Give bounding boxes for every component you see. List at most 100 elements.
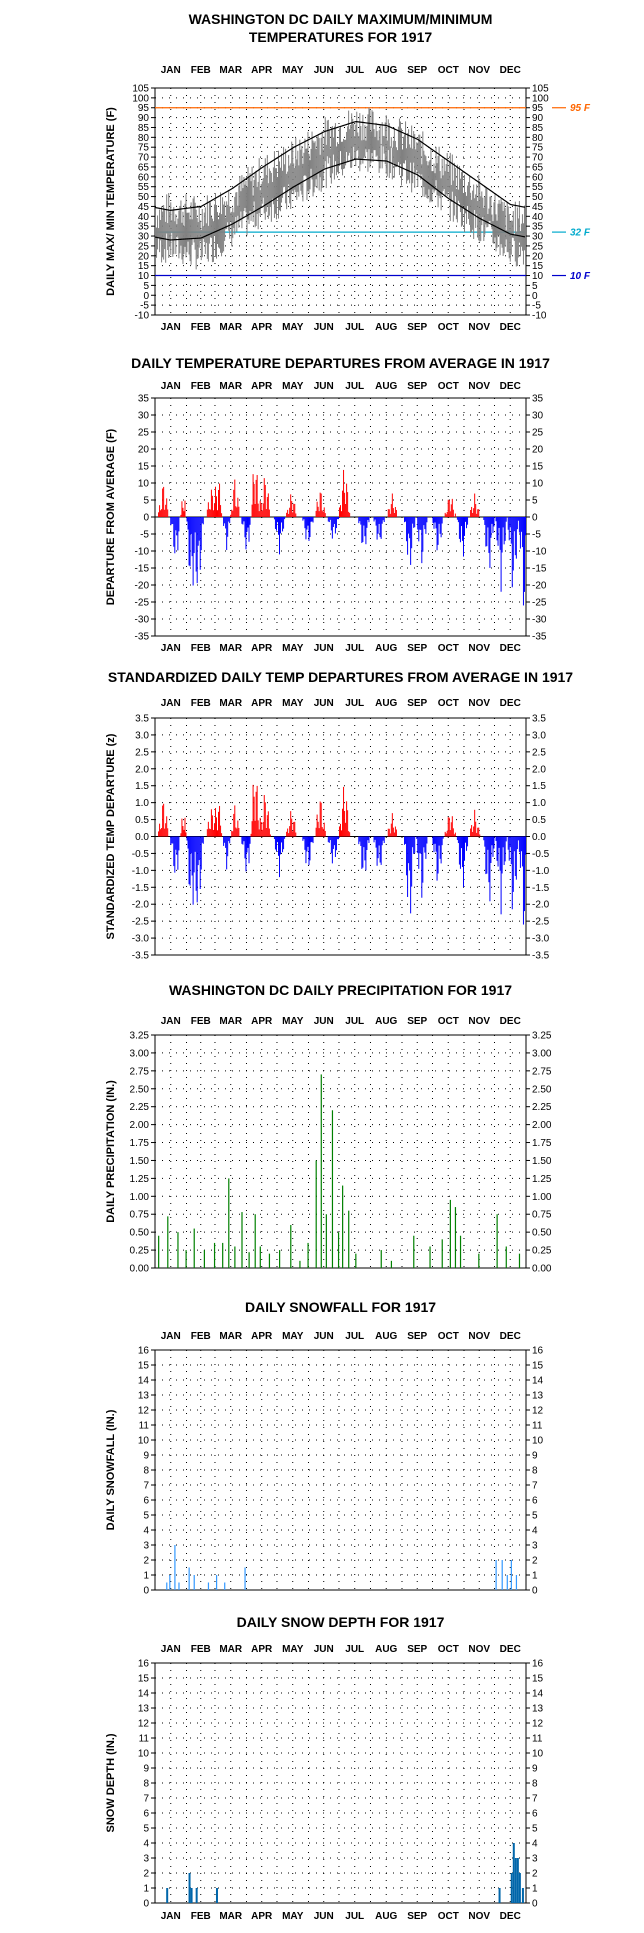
chart-title: TEMPERATURES FOR 1917 [249,29,433,45]
month-label-bottom: APR [251,322,273,333]
month-label-top: APR [251,381,273,392]
y-tick-label-left: 12 [138,1406,150,1417]
month-label-top: MAR [219,65,243,76]
y-tick-label-left: 30 [138,232,150,243]
y-tick-label-right: -35 [532,632,547,643]
y-tick-label-left: 14 [138,1376,150,1387]
y-tick-label-right: 0 [532,1899,538,1910]
y-tick-label-left: 1 [143,1884,149,1895]
month-label-top: FEB [191,1644,211,1655]
month-label-top: FEB [191,1331,211,1342]
month-label-top: SEP [407,65,427,76]
precip-bar [337,1232,340,1268]
y-tick-label-right: 2.00 [532,1120,552,1131]
month-label-top: MAY [282,381,304,392]
y-tick-label-left: 80 [138,133,150,144]
y-tick-label-right: 1 [532,1884,538,1895]
y-tick-label-right: 10 [532,271,544,282]
y-tick-label-right: 60 [532,172,544,183]
y-axis-label: SNOW DEPTH (IN.) [105,1733,117,1832]
y-tick-label-right: 10 [532,1749,544,1760]
y-tick-label-right: -25 [532,598,547,609]
precip-bar [325,1214,327,1268]
month-label-top: SEP [407,698,427,709]
y-tick-label-right: 5 [532,1511,538,1522]
plot-marks [166,1545,518,1590]
precip-bar [158,1235,160,1268]
snowfall-bar [501,1560,503,1590]
y-tick-label-right: 15 [532,462,544,473]
chart-title: WASHINGTON DC DAILY MAXIMUM/MINIMUM [189,11,493,27]
y-tick-label-right: 1.0 [532,798,546,809]
precip-bar [228,1178,230,1268]
month-label-bottom: APR [251,1911,273,1922]
precip-bar [449,1199,451,1268]
month-label-bottom: NOV [468,1911,490,1922]
month-label-top: SEP [407,1016,427,1027]
y-tick-label-left: 2.0 [135,764,149,775]
y-tick-label-left: 16 [138,1659,150,1670]
month-label-top: JAN [161,698,181,709]
y-tick-label-right: 35 [532,394,544,405]
chart-1: WASHINGTON DC DAILY MAXIMUM/MINIMUM TEMPE… [105,11,591,333]
snow-depth-bar [518,1873,521,1903]
month-label-bottom: JAN [161,643,181,654]
y-tick-label-right: 13 [532,1391,544,1402]
precip-bar [496,1214,498,1268]
y-tick-label-left: 15 [138,1674,150,1685]
snowfall-bar [169,1575,171,1590]
plot-frame [154,87,527,316]
precip-bar [307,1242,309,1268]
precip-bar [320,1074,322,1268]
y-tick-label-right: -5 [532,530,541,541]
y-tick-label-right: 5 [532,281,538,292]
chart-2: DAILY TEMPERATURE DEPARTURES FROM AVERAG… [105,355,550,654]
month-label-bottom: NOV [468,643,490,654]
month-label-top: MAY [282,698,304,709]
month-label-top: MAR [219,1016,243,1027]
y-tick-label-left: 30 [138,411,150,422]
month-label-top: JAN [161,381,181,392]
month-label-bottom: SEP [407,322,427,333]
y-tick-label-right: 3.25 [532,1031,552,1042]
plot-marks [166,1843,524,1903]
snowfall-bar [207,1582,210,1590]
y-tick-label-left: 90 [138,113,150,124]
y-tick-label-right: 0 [532,1586,538,1597]
y-tick-label-left: 3.25 [130,1031,150,1042]
y-tick-label-left: 1.0 [135,798,149,809]
month-label-top: FEB [191,381,211,392]
month-label-bottom: AUG [375,322,397,333]
y-tick-label-right: -3.0 [532,934,550,945]
reference-line-label: 95 F [570,103,591,114]
y-tick-label-left: -30 [135,615,150,626]
month-label-bottom: JUN [314,1911,334,1922]
month-label-top: JUL [345,1644,364,1655]
y-axis-label: DAILY PRECIPITATION (IN.) [105,1080,117,1223]
y-tick-label-left: 4 [143,1526,149,1537]
y-tick-label-left: 9 [143,1764,149,1775]
y-tick-label-right: 0.75 [532,1210,552,1221]
reference-line-label: 32 F [570,228,591,239]
y-tick-label-left: 14 [138,1689,150,1700]
y-tick-label-right: 40 [532,212,544,223]
month-label-top: MAY [282,1016,304,1027]
y-tick-label-left: -3.5 [132,951,150,962]
precip-bar [315,1160,317,1268]
y-tick-label-right: 3.5 [532,714,546,725]
precip-bar [518,1253,521,1268]
month-label-top: DEC [500,1016,521,1027]
y-tick-label-right: -1.5 [532,883,550,894]
y-tick-label-left: 6 [143,1809,149,1820]
month-label-top: AUG [375,1016,397,1027]
precip-bar [254,1214,256,1268]
y-tick-label-right: 9 [532,1451,538,1462]
month-label-top: NOV [468,1644,490,1655]
y-tick-label-left: 9 [143,1451,149,1462]
month-label-bottom: JUL [345,1911,364,1922]
y-tick-label-left: 7 [143,1794,149,1805]
y-tick-label-right: 50 [532,192,544,203]
snow-depth-bar [215,1888,218,1903]
precip-bar [441,1239,443,1268]
y-tick-label-right: 16 [532,1346,544,1357]
